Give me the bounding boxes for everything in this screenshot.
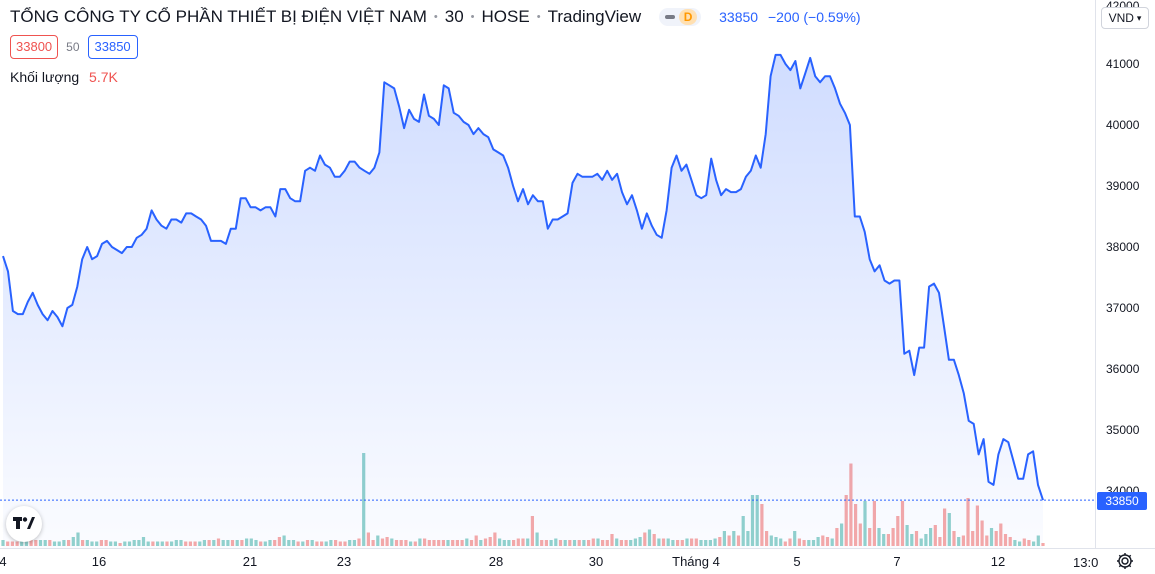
delay-indicator: D [679, 9, 698, 25]
time-tick-label: 7 [893, 554, 900, 569]
data-delay-badge[interactable]: D [659, 8, 702, 26]
separator-dot: • [433, 11, 438, 23]
time-tick-label: 12 [991, 554, 1005, 569]
spread-value: 50 [66, 40, 80, 54]
bid-ask-row: 33800 50 33850 [10, 35, 138, 59]
time-tick-label: Tháng 4 [672, 554, 720, 569]
separator-dot: • [536, 11, 541, 23]
volume-legend: Khối lượng 5.7K [10, 69, 118, 85]
last-price-label: 33850 [1097, 492, 1147, 510]
time-tick-label: 21 [243, 554, 257, 569]
volume-label: Khối lượng [10, 69, 80, 85]
price-tick-label: 39000 [1106, 179, 1140, 193]
time-tick-label: 23 [337, 554, 351, 569]
price-tick-label: 37000 [1106, 301, 1140, 315]
symbol-legend: TỔNG CÔNG TY CỔ PHẦN THIẾT BỊ ĐIỆN VIỆT … [10, 6, 861, 28]
price-tick-label: 41000 [1106, 57, 1140, 71]
current-time-label: 13:0 [1073, 555, 1099, 570]
currency-label: VND [1108, 11, 1134, 25]
price-area-fill [3, 54, 1043, 549]
time-axis[interactable]: 4 16 21 23 28 30 Tháng 4 5 7 12 [0, 554, 1005, 569]
last-price: 33850 [719, 9, 759, 25]
time-tick-label: 4 [0, 554, 7, 569]
price-tick-label: 38000 [1106, 240, 1140, 254]
time-tick-label: 5 [793, 554, 800, 569]
provider-label: TradingView [547, 7, 642, 26]
symbol-name[interactable]: TỔNG CÔNG TY CỔ PHẦN THIẾT BỊ ĐIỆN VIỆT … [10, 7, 427, 26]
tradingview-logo-icon[interactable] [6, 506, 42, 542]
time-tick-label: 28 [489, 554, 503, 569]
currency-dropdown[interactable]: VND ▾ [1101, 7, 1149, 29]
bid-price-box[interactable]: 33800 [10, 35, 59, 59]
market-status-icon [665, 15, 676, 19]
separator-dot: • [470, 11, 475, 23]
interval-label[interactable]: 30 [444, 7, 464, 26]
chevron-down-icon: ▾ [1136, 12, 1142, 23]
price-line [2, 53, 1044, 501]
price-tick-label: 35000 [1106, 423, 1140, 437]
ask-price-box[interactable]: 33850 [87, 35, 138, 59]
price-tick-label: 36000 [1106, 362, 1140, 376]
tradingview-logo-glyph [13, 517, 35, 529]
gear-icon[interactable] [1115, 551, 1135, 571]
price-axis[interactable]: 4100040000390003800037000360003500034000… [1106, 0, 1140, 498]
volume-value: 5.7K [89, 69, 118, 85]
price-change: −200 (−0.59%) [767, 9, 861, 25]
time-tick-label: 16 [92, 554, 106, 569]
price-tick-label: 40000 [1106, 118, 1140, 132]
time-tick-label: 30 [589, 554, 603, 569]
exchange-label: HOSE [481, 7, 530, 26]
price-quote: 33850 −200 (−0.59%) [719, 9, 860, 25]
